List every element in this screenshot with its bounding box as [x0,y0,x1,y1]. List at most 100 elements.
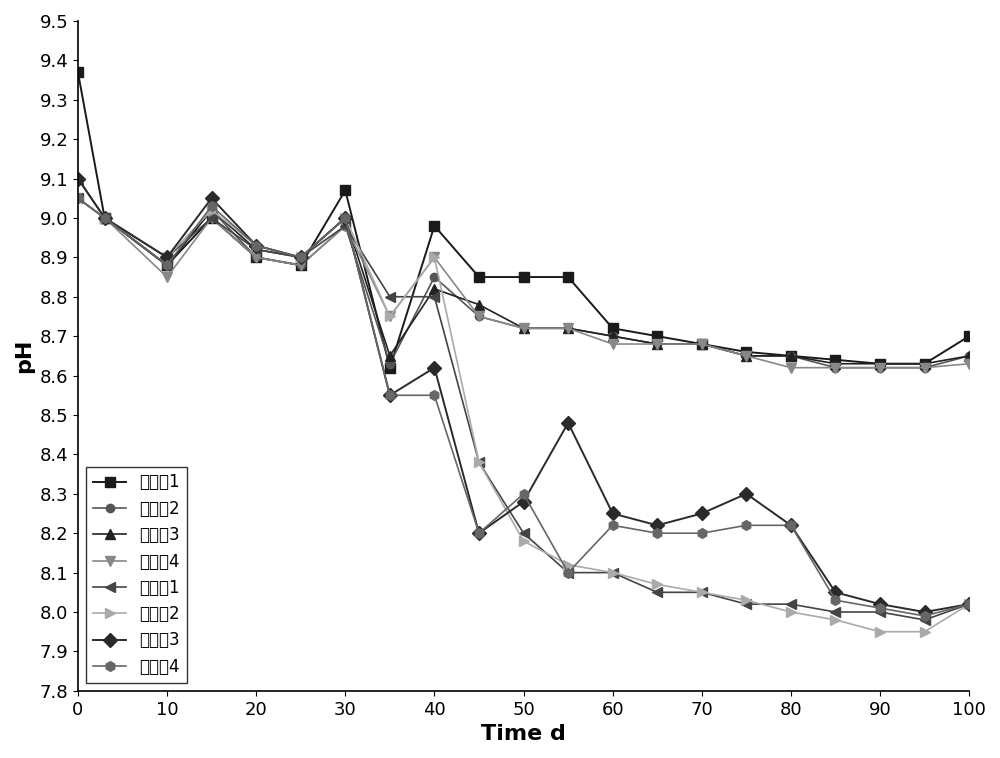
对比例2 [428,252,440,262]
对比例3 [161,252,173,262]
对比例2 [72,194,84,203]
实施例4 [696,340,708,349]
实施例2 [651,340,663,349]
对比例1 [99,214,111,223]
实施例3 [339,214,351,223]
对比例1 [206,214,218,223]
实施例3 [874,359,886,368]
实施例4 [919,363,931,372]
对比例4 [963,600,975,609]
对比例3 [607,509,619,518]
对比例1 [874,607,886,616]
对比例2 [696,587,708,597]
Line: 对比例3: 对比例3 [73,174,974,617]
对比例3 [874,600,886,609]
对比例3 [696,509,708,518]
实施例3 [518,324,530,333]
实施例1 [829,356,841,365]
实施例1 [607,324,619,333]
对比例4 [72,194,84,203]
对比例3 [206,194,218,203]
实施例2 [206,205,218,215]
对比例1 [339,221,351,230]
对比例2 [740,596,752,605]
对比例1 [518,528,530,537]
实施例4 [295,261,307,270]
对比例2 [161,252,173,262]
对比例2 [384,312,396,321]
实施例3 [963,351,975,360]
实施例3 [72,174,84,183]
实施例3 [250,245,262,254]
实施例4 [785,363,797,372]
对比例3 [295,252,307,262]
对比例1 [473,458,485,467]
对比例1 [696,587,708,597]
对比例2 [339,214,351,223]
实施例1 [651,331,663,340]
对比例2 [919,627,931,636]
对比例3 [740,489,752,498]
对比例1 [919,615,931,625]
实施例4 [72,194,84,203]
实施例2 [874,363,886,372]
对比例4 [295,252,307,262]
对比例3 [785,521,797,530]
对比例4 [428,390,440,399]
实施例2 [473,312,485,321]
对比例1 [785,600,797,609]
实施例2 [963,351,975,360]
对比例4 [829,596,841,605]
实施例2 [384,359,396,368]
Line: 实施例4: 实施例4 [73,193,974,372]
对比例2 [651,580,663,589]
对比例2 [963,600,975,609]
对比例1 [250,245,262,254]
实施例1 [473,272,485,281]
实施例2 [428,272,440,281]
对比例1 [740,600,752,609]
实施例1 [339,186,351,195]
实施例4 [518,324,530,333]
对比例4 [607,521,619,530]
实施例4 [250,252,262,262]
对比例3 [829,587,841,597]
实施例2 [607,331,619,340]
实施例2 [785,351,797,360]
对比例3 [428,363,440,372]
对比例3 [919,607,931,616]
对比例1 [562,568,574,577]
对比例2 [473,458,485,467]
对比例4 [250,241,262,250]
Line: 对比例1: 对比例1 [73,193,974,625]
Y-axis label: pH: pH [14,339,34,373]
对比例2 [250,241,262,250]
实施例1 [250,252,262,262]
实施例4 [384,312,396,321]
实施例3 [473,300,485,309]
实施例2 [740,351,752,360]
实施例2 [72,194,84,203]
实施例4 [339,221,351,230]
实施例3 [785,351,797,360]
实施例2 [99,214,111,223]
实施例1 [562,272,574,281]
实施例4 [829,363,841,372]
实施例4 [473,312,485,321]
实施例3 [206,205,218,215]
X-axis label: Time d: Time d [481,724,566,744]
实施例2 [161,261,173,270]
对比例1 [428,292,440,301]
实施例3 [562,324,574,333]
Line: 实施例2: 实施例2 [74,194,973,372]
Line: 实施例3: 实施例3 [73,174,974,368]
实施例2 [829,363,841,372]
实施例4 [99,214,111,223]
对比例3 [384,390,396,399]
实施例4 [161,272,173,281]
对比例2 [562,560,574,569]
Line: 对比例2: 对比例2 [73,193,974,637]
实施例3 [384,351,396,360]
实施例1 [295,261,307,270]
实施例1 [785,351,797,360]
